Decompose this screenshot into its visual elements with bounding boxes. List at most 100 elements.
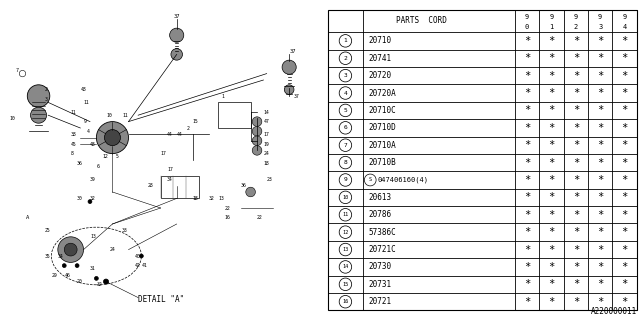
Text: 2: 2 <box>344 56 348 61</box>
Text: 4: 4 <box>623 24 627 29</box>
Text: 20721: 20721 <box>368 297 391 306</box>
Circle shape <box>75 264 79 268</box>
Circle shape <box>28 85 50 107</box>
Text: 10: 10 <box>10 116 15 121</box>
Text: 13: 13 <box>218 196 224 201</box>
Text: *: * <box>548 123 554 133</box>
Text: 9: 9 <box>344 178 348 182</box>
Text: 8: 8 <box>70 151 74 156</box>
Text: *: * <box>524 175 530 185</box>
Text: 44: 44 <box>177 132 182 137</box>
Text: *: * <box>524 123 530 133</box>
Text: 31: 31 <box>90 266 96 271</box>
Text: *: * <box>597 297 604 307</box>
Text: 1: 1 <box>221 93 225 99</box>
Text: *: * <box>597 88 604 98</box>
Circle shape <box>246 187 255 197</box>
Circle shape <box>64 243 77 256</box>
Text: 20786: 20786 <box>368 210 391 219</box>
Text: 20741: 20741 <box>368 54 391 63</box>
Text: 20731: 20731 <box>368 280 391 289</box>
Text: *: * <box>524 279 530 289</box>
Text: 48: 48 <box>81 87 86 92</box>
Text: 41: 41 <box>141 263 147 268</box>
Text: *: * <box>621 244 628 254</box>
Text: 12: 12 <box>103 154 109 159</box>
Text: *: * <box>597 227 604 237</box>
Text: 9: 9 <box>573 14 578 20</box>
Text: 32: 32 <box>90 196 96 201</box>
Text: 14: 14 <box>342 264 349 269</box>
Text: 32: 32 <box>97 282 102 287</box>
Text: *: * <box>573 227 579 237</box>
Text: *: * <box>548 262 554 272</box>
Text: 20710C: 20710C <box>368 106 396 115</box>
Text: *: * <box>524 192 530 202</box>
Text: *: * <box>597 262 604 272</box>
Text: 36: 36 <box>77 161 83 166</box>
Text: 0: 0 <box>525 24 529 29</box>
Text: 39: 39 <box>90 177 96 182</box>
Text: 11: 11 <box>70 109 76 115</box>
Text: 24: 24 <box>264 151 269 156</box>
Circle shape <box>58 237 84 262</box>
Text: 48: 48 <box>90 141 96 147</box>
Text: *: * <box>621 192 628 202</box>
Text: 22: 22 <box>225 205 230 211</box>
Text: 17: 17 <box>167 167 173 172</box>
Text: *: * <box>524 71 530 81</box>
Circle shape <box>171 49 182 60</box>
Text: *: * <box>573 71 579 81</box>
Text: 28: 28 <box>148 183 154 188</box>
Text: 3: 3 <box>344 73 348 78</box>
Text: *: * <box>524 36 530 46</box>
Text: *: * <box>548 244 554 254</box>
Text: *: * <box>548 140 554 150</box>
Text: 33: 33 <box>122 228 128 233</box>
Text: 20730: 20730 <box>368 262 391 271</box>
Text: *: * <box>548 227 554 237</box>
Text: 18: 18 <box>193 196 198 201</box>
Text: 46: 46 <box>64 273 70 278</box>
Circle shape <box>252 146 262 155</box>
Text: *: * <box>597 140 604 150</box>
Text: *: * <box>573 175 579 185</box>
Text: 13: 13 <box>90 234 96 239</box>
Text: 34: 34 <box>167 177 173 182</box>
Text: *: * <box>524 140 530 150</box>
Text: *: * <box>573 140 579 150</box>
Text: 2: 2 <box>186 125 189 131</box>
Bar <box>218 102 251 128</box>
Circle shape <box>282 60 296 74</box>
Text: *: * <box>597 53 604 63</box>
Text: *: * <box>548 71 554 81</box>
Text: *: * <box>597 210 604 220</box>
Text: 16: 16 <box>225 215 230 220</box>
Text: *: * <box>524 210 530 220</box>
Text: 25: 25 <box>45 228 51 233</box>
Text: 57386C: 57386C <box>368 228 396 237</box>
Text: 1: 1 <box>344 38 348 43</box>
Circle shape <box>95 276 99 280</box>
Text: 18: 18 <box>264 161 269 166</box>
Text: *: * <box>548 157 554 168</box>
Text: DETAIL "A": DETAIL "A" <box>138 295 184 304</box>
Text: *: * <box>621 279 628 289</box>
Text: 40: 40 <box>135 253 141 259</box>
Text: *: * <box>621 71 628 81</box>
Text: 20721C: 20721C <box>368 245 396 254</box>
Circle shape <box>252 136 262 146</box>
Text: 9: 9 <box>549 14 554 20</box>
Text: *: * <box>597 175 604 185</box>
Text: 42: 42 <box>135 263 141 268</box>
Text: *: * <box>597 36 604 46</box>
Text: 2: 2 <box>573 24 578 29</box>
Text: *: * <box>621 175 628 185</box>
Text: *: * <box>548 36 554 46</box>
Text: A: A <box>26 215 29 220</box>
Text: 12: 12 <box>342 230 349 235</box>
Text: 7: 7 <box>16 68 19 73</box>
Text: 16: 16 <box>342 299 349 304</box>
Text: *: * <box>524 53 530 63</box>
Text: 13: 13 <box>342 247 349 252</box>
